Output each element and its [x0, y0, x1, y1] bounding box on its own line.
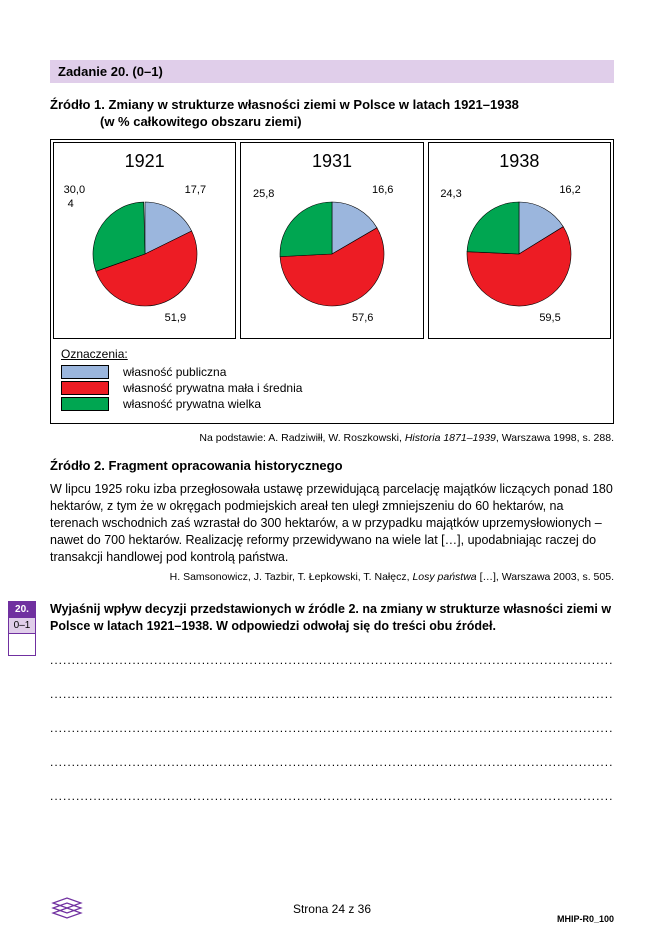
pie-label: 59,5 — [539, 312, 560, 324]
legend-label: własność prywatna wielka — [123, 397, 261, 411]
legend-swatch — [61, 365, 109, 379]
pie-label: 51,9 — [165, 312, 186, 324]
pie-label: 25,8 — [253, 188, 274, 200]
chart-cell: 1931 16,6 57,6 25,8 — [240, 142, 423, 339]
pie-label: 4 — [68, 198, 74, 210]
stack-icon — [50, 895, 84, 926]
chart-cell: 1921 17,7 51,9 30,0 4 — [53, 142, 236, 339]
citation-2: H. Samsonowicz, J. Tazbir, T. Łepkowski,… — [50, 571, 614, 583]
source2-body: W lipcu 1925 roku izba przegłosowała ust… — [50, 481, 614, 565]
legend-row: własność prywatna wielka — [61, 397, 603, 411]
legend: Oznaczenia: własność publiczna własność p… — [51, 341, 613, 423]
margin-score-box: 20. 0–1 — [8, 601, 36, 656]
legend-row: własność prywatna mała i średnia — [61, 381, 603, 395]
legend-title: Oznaczenia: — [61, 347, 603, 361]
legend-swatch — [61, 381, 109, 395]
chart-year: 1921 — [58, 151, 231, 172]
answer-lines: ........................................… — [50, 653, 614, 803]
source1-subtitle: (w % całkowitego obszaru ziemi) — [50, 114, 614, 129]
legend-label: własność publiczna — [123, 365, 226, 379]
chart-year: 1931 — [245, 151, 418, 172]
question-text: Wyjaśnij wpływ decyzji przedstawionych w… — [50, 601, 614, 635]
chart-year: 1938 — [433, 151, 606, 172]
charts-container: 1921 17,7 51,9 30,0 4 1931 16,6 57,6 25,8 1938 16,… — [50, 139, 614, 424]
citation-1: Na podstawie: A. Radziwiłł, W. Roszkowsk… — [50, 432, 614, 444]
chart-cell: 1938 16,2 59,5 24,3 — [428, 142, 611, 339]
margin-points: 0–1 — [8, 618, 36, 634]
source2-title: Źródło 2. Fragment opracowania historycz… — [50, 458, 614, 473]
pie-label: 24,3 — [440, 188, 461, 200]
footer-code: MHIP-R0_100 — [557, 914, 614, 924]
legend-label: własność prywatna mała i średnia — [123, 381, 302, 395]
source1-title: Źródło 1. Zmiany w strukturze własności … — [50, 97, 614, 112]
margin-empty — [8, 634, 36, 656]
pie-label: 57,6 — [352, 312, 373, 324]
pie-label: 17,7 — [185, 184, 206, 196]
pie-label: 16,6 — [372, 184, 393, 196]
task-header: Zadanie 20. (0–1) — [50, 60, 614, 83]
margin-task-no: 20. — [8, 601, 36, 618]
pie-label: 30,0 — [64, 184, 85, 196]
legend-row: własność publiczna — [61, 365, 603, 379]
legend-swatch — [61, 397, 109, 411]
pie-label: 16,2 — [559, 184, 580, 196]
